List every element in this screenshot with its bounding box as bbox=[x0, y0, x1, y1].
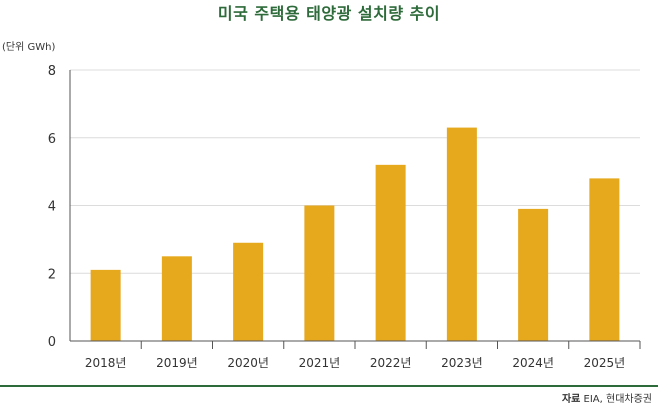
x-tick-label: 2018년 bbox=[85, 356, 127, 370]
gridlines bbox=[70, 69, 640, 274]
y-tick-label: 0 bbox=[48, 335, 56, 350]
bar bbox=[233, 242, 264, 341]
bar bbox=[446, 127, 477, 342]
bar bbox=[304, 205, 335, 341]
bar bbox=[518, 208, 549, 341]
x-tick-label: 2021년 bbox=[299, 356, 341, 370]
y-tick-label: 2 bbox=[48, 267, 56, 282]
source-label: 자료 bbox=[561, 394, 581, 405]
y-tick-labels: 0 2 4 6 8 bbox=[48, 64, 56, 350]
x-tick-labels: 2018년 2019년 2020년 2021년 2022년 2023년 2024년 2025년 bbox=[85, 356, 625, 370]
x-tick-label: 2022년 bbox=[370, 356, 412, 370]
y-tick-label: 4 bbox=[48, 200, 56, 215]
y-tick-label: 8 bbox=[48, 64, 56, 79]
bar bbox=[90, 269, 121, 341]
footer-divider bbox=[0, 385, 658, 387]
source-note: 자료 EIA, 현대차증권 bbox=[562, 390, 652, 405]
bar bbox=[375, 164, 406, 341]
x-tick-label: 2020년 bbox=[227, 356, 269, 370]
bar bbox=[589, 178, 620, 341]
y-tick-label: 6 bbox=[48, 132, 56, 147]
chart-title: 미국 주택용 태양광 설치량 추이 bbox=[217, 4, 441, 23]
bars bbox=[90, 127, 620, 342]
source-text: EIA, 현대차증권 bbox=[583, 394, 652, 405]
x-tick-label: 2023년 bbox=[441, 356, 483, 370]
bar bbox=[161, 256, 192, 341]
y-axis-unit-label: (단위 GWh) bbox=[2, 42, 56, 53]
x-tick-label: 2025년 bbox=[584, 356, 626, 370]
axes bbox=[69, 70, 641, 349]
x-tick-label: 2019년 bbox=[156, 356, 198, 370]
x-tick-label: 2024년 bbox=[512, 356, 554, 370]
